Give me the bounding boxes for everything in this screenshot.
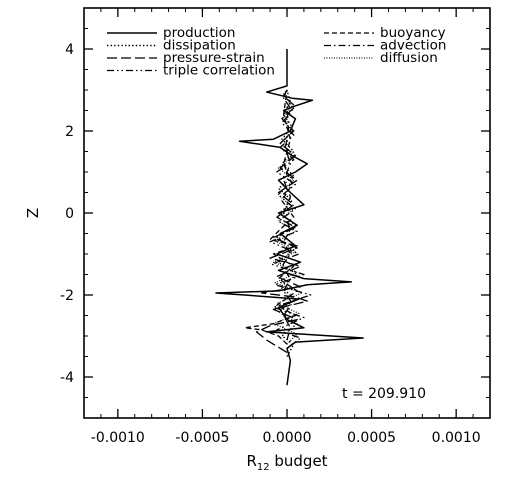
- legend-label-dissipation: dissipation: [163, 38, 236, 54]
- x-axis-label-suffix: budget: [270, 452, 328, 470]
- y-tick-label: 4: [65, 42, 74, 58]
- x-tick-label: -0.0010: [91, 430, 145, 446]
- x-tick-label: 0.0005: [347, 430, 396, 446]
- legend-label-advection: advection: [380, 38, 446, 54]
- series-line-triple-correlation: [269, 89, 312, 349]
- x-axis-label-main: R: [246, 452, 256, 470]
- x-tick-label: -0.0005: [175, 430, 229, 446]
- series-line-advection: [281, 106, 293, 341]
- y-tick-label: -4: [60, 370, 74, 386]
- series-line-buoyancy: [244, 89, 298, 345]
- series-line-production: [215, 49, 364, 386]
- y-tick-label: 0: [65, 206, 74, 222]
- series-layer: [215, 49, 364, 386]
- time-annotation: t = 209.910: [342, 386, 426, 402]
- x-tick-label: 0.0010: [432, 430, 481, 446]
- legend-label-pressure-strain: pressure-strain: [163, 50, 265, 66]
- x-tick-label: 0.0000: [263, 430, 312, 446]
- tick-layer: -0.0010 -0.0005 0.0000 0.0005 0.0010 -4 -2 0 2 4: [60, 7, 490, 446]
- x-axis-label-subscript: 12: [257, 462, 270, 473]
- legend-label-diffusion: diffusion: [380, 50, 438, 66]
- legend-label-triple-correlation: triple correlation: [163, 63, 275, 79]
- series-line-diffusion: [272, 89, 303, 345]
- y-tick-label: 2: [65, 124, 74, 140]
- series-line-dissipation: [276, 89, 298, 357]
- y-axis-label: Z: [24, 208, 42, 218]
- legend-label-buoyancy: buoyancy: [380, 25, 446, 41]
- legend-label-production: production: [163, 25, 236, 41]
- y-tick-label: -2: [60, 288, 74, 304]
- x-axis-label: R12 budget: [246, 452, 327, 473]
- legend: productiondissipationpressure-straintrip…: [107, 25, 446, 79]
